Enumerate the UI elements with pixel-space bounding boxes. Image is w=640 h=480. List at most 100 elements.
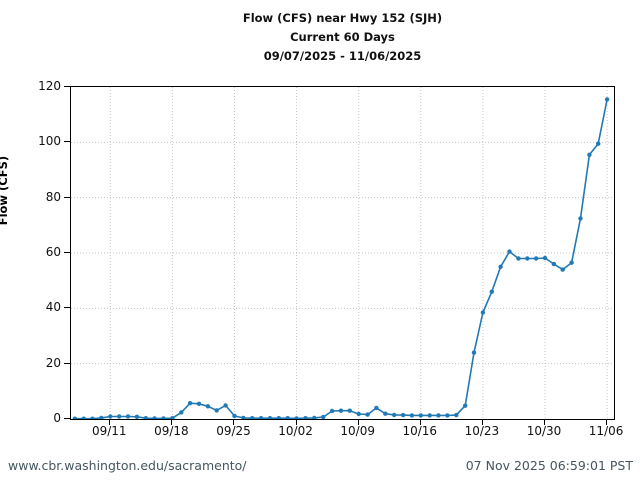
x-tick — [606, 420, 608, 425]
data-point — [374, 405, 379, 411]
chart-title-line-2: Current 60 Days — [290, 30, 395, 44]
data-point — [134, 414, 140, 419]
data-point — [152, 416, 157, 419]
data-point — [285, 416, 290, 419]
x-tick-label: 10/16 — [402, 424, 438, 438]
data-point — [196, 401, 202, 406]
data-point — [276, 416, 281, 419]
y-tick-label: 20 — [45, 355, 61, 370]
data-point — [596, 141, 601, 146]
data-point — [143, 416, 148, 419]
data-point — [463, 403, 468, 408]
data-point — [117, 414, 122, 419]
data-point — [108, 414, 113, 419]
x-tick-label: 10/23 — [464, 424, 500, 438]
data-point — [250, 416, 255, 419]
data-point — [241, 415, 246, 419]
data-point — [205, 404, 211, 409]
y-tick-label: 100 — [38, 134, 61, 149]
data-point — [161, 416, 166, 419]
x-tick — [171, 420, 173, 425]
data-point — [454, 412, 459, 418]
x-tick — [481, 420, 483, 425]
footer: www.cbr.washington.edu/sacramento/ 07 No… — [0, 452, 640, 480]
data-point — [400, 412, 406, 418]
y-tick — [64, 196, 70, 198]
data-point — [480, 310, 486, 315]
data-point — [338, 408, 344, 413]
data-point — [516, 256, 521, 261]
data-point — [267, 416, 273, 419]
y-tick-label: 120 — [38, 79, 61, 93]
data-point — [223, 403, 228, 408]
data-point — [489, 289, 494, 294]
footer-timestamp: 07 Nov 2025 06:59:01 PST — [465, 458, 633, 473]
y-tick — [64, 141, 70, 143]
data-point — [498, 264, 503, 269]
plot-svg — [71, 87, 614, 419]
data-point — [72, 416, 77, 419]
y-tick — [64, 362, 70, 364]
x-tick-label: 11/06 — [588, 424, 624, 438]
data-point — [525, 256, 530, 261]
y-axis-label: Flow (CFS) — [0, 155, 10, 226]
y-tick-label: 40 — [45, 300, 61, 315]
data-point — [170, 416, 175, 419]
data-point — [81, 416, 86, 419]
y-tick-label: 60 — [45, 245, 61, 259]
data-point — [436, 413, 441, 418]
data-point — [427, 413, 432, 418]
data-point — [383, 411, 388, 416]
data-point — [258, 416, 264, 419]
data-point — [560, 267, 565, 272]
data-point — [99, 415, 104, 419]
x-tick-label: 09/25 — [216, 424, 251, 438]
data-point — [533, 256, 539, 261]
data-point — [303, 416, 308, 419]
y-tick — [64, 252, 70, 253]
y-tick-label: 80 — [45, 189, 61, 204]
x-tick — [233, 420, 235, 425]
x-tick-label: 10/30 — [526, 424, 562, 438]
data-point — [232, 413, 237, 419]
data-point — [321, 414, 326, 419]
chart-title-line-1: Flow (CFS) near Hwy 152 (SJH) — [242, 11, 443, 25]
footer-url[interactable]: www.cbr.washington.edu/sacramento/ — [8, 458, 247, 473]
data-point — [125, 414, 131, 419]
data-point — [551, 261, 557, 267]
data-point — [365, 412, 370, 417]
data-point — [409, 413, 415, 418]
data-point — [569, 260, 574, 265]
x-tick-label: 10/02 — [278, 424, 313, 438]
y-tick — [64, 418, 70, 419]
data-point — [187, 401, 193, 406]
data-point — [347, 408, 352, 413]
data-point — [392, 412, 397, 418]
data-point — [329, 408, 335, 414]
data-point — [578, 216, 583, 221]
y-tick — [64, 86, 70, 87]
y-tick-label: 0 — [53, 411, 61, 425]
data-point — [604, 97, 610, 102]
data-point — [356, 411, 361, 417]
x-tick — [295, 420, 297, 425]
data-point — [294, 416, 299, 419]
data-point — [507, 249, 512, 254]
x-tick-label: 10/09 — [340, 424, 375, 438]
plot-area — [70, 86, 615, 420]
x-tick — [357, 420, 359, 425]
x-tick-label: 09/18 — [154, 424, 189, 438]
data-point — [542, 255, 548, 261]
data-point — [214, 408, 219, 413]
data-point — [179, 410, 184, 415]
data-point — [418, 413, 423, 418]
data-point — [90, 416, 95, 419]
data-point — [587, 152, 592, 157]
data-point — [445, 413, 450, 418]
chart-title: Flow (CFS) near Hwy 152 (SJH) Current 60… — [70, 9, 615, 66]
x-tick — [543, 420, 545, 425]
data-point — [471, 350, 477, 355]
x-tick-label: 09/11 — [91, 424, 127, 438]
chart-title-line-3: 09/07/2025 - 11/06/2025 — [263, 49, 422, 63]
